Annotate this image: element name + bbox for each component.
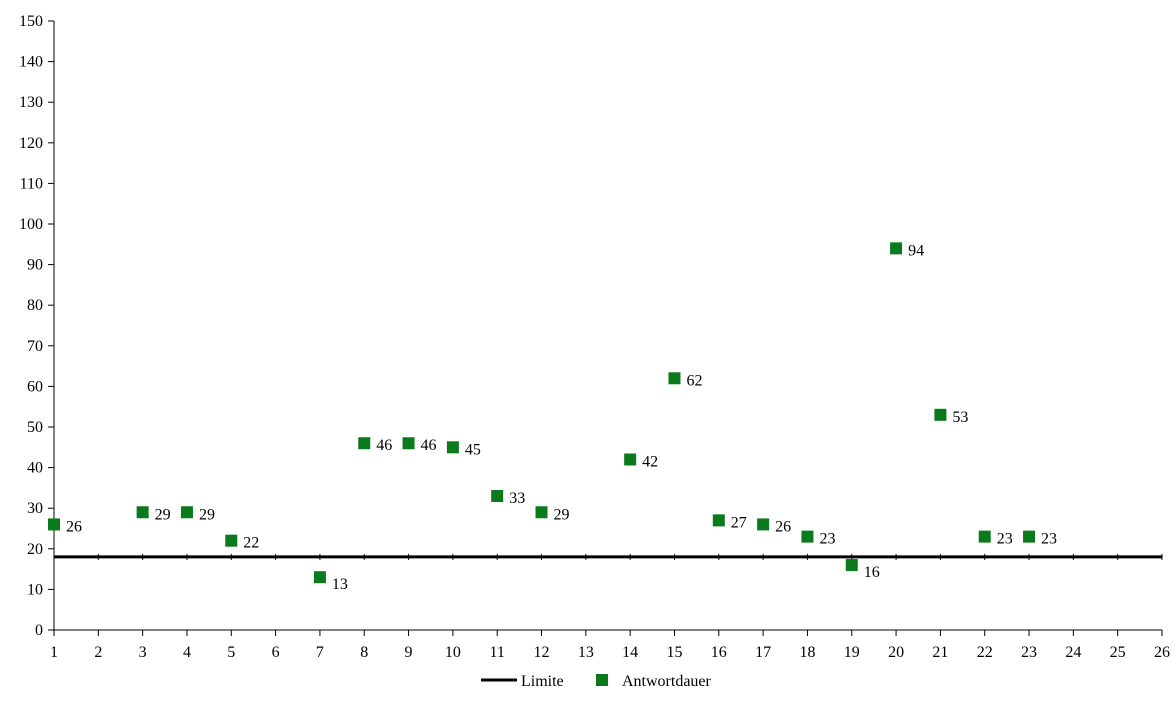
data-label: 16 xyxy=(864,564,880,581)
y-tick-label: 130 xyxy=(19,94,43,111)
x-tick-label: 15 xyxy=(666,644,682,661)
limit-series xyxy=(53,553,1163,560)
data-point xyxy=(978,530,991,543)
data-label: 94 xyxy=(908,242,924,259)
data-point xyxy=(225,534,238,547)
legend-limit-label: Limite xyxy=(521,673,564,690)
x-tick-label: 3 xyxy=(139,644,147,661)
x-tick-label: 12 xyxy=(534,644,550,661)
x-tick-label: 5 xyxy=(227,644,235,661)
x-tick-label: 2 xyxy=(94,644,102,661)
x-tick-label: 16 xyxy=(711,644,727,661)
data-label: 23 xyxy=(1041,531,1057,548)
x-tick-label: 26 xyxy=(1154,644,1170,661)
data-label: 46 xyxy=(421,437,437,454)
data-label: 33 xyxy=(509,490,525,507)
y-tick-label: 150 xyxy=(19,13,43,30)
data-point xyxy=(757,518,770,531)
y-tick-label: 10 xyxy=(27,581,43,598)
data-point xyxy=(890,242,903,255)
data-label: 27 xyxy=(731,514,747,531)
data-point xyxy=(1023,530,1036,543)
x-tick-label: 1 xyxy=(50,644,58,661)
data-label: 29 xyxy=(155,506,171,523)
data-label: 46 xyxy=(376,437,392,454)
x-tick-label: 22 xyxy=(977,644,993,661)
data-point xyxy=(535,506,548,519)
data-point xyxy=(358,437,371,450)
x-tick-label: 25 xyxy=(1110,644,1126,661)
x-tick-label: 6 xyxy=(272,644,280,661)
y-axis: 0 10 20 30 40 50 60 70 80 90 100 110 120 130 140 150 xyxy=(19,13,55,639)
y-tick-label: 70 xyxy=(27,338,43,355)
data-label: 29 xyxy=(199,506,215,523)
x-tick-label: 24 xyxy=(1065,644,1081,661)
data-label: 13 xyxy=(332,576,348,593)
x-tick-label: 14 xyxy=(622,644,638,661)
x-tick-label: 9 xyxy=(405,644,413,661)
data-point xyxy=(845,559,858,572)
y-tick-label: 100 xyxy=(19,216,43,233)
x-tick-label: 8 xyxy=(360,644,368,661)
data-point xyxy=(712,514,725,527)
data-point xyxy=(180,506,193,519)
data-label: 42 xyxy=(642,453,658,470)
data-label: 26 xyxy=(66,518,82,535)
data-point xyxy=(624,453,637,466)
data-label: 23 xyxy=(819,531,835,548)
x-tick-label: 13 xyxy=(578,644,594,661)
x-tick-label: 11 xyxy=(489,644,504,661)
y-tick-label: 90 xyxy=(27,257,43,274)
data-point xyxy=(402,437,415,450)
y-tick-label: 80 xyxy=(27,297,43,314)
x-tick-label: 20 xyxy=(888,644,904,661)
y-tick-label: 110 xyxy=(20,175,43,192)
x-tick-label: 23 xyxy=(1021,644,1037,661)
data-point xyxy=(801,530,814,543)
data-point xyxy=(313,571,326,584)
antwortdauer-series: 26 29 29 22 13 46 46 45 33 29 42 62 27 26 23 16 94 53 23 23 xyxy=(48,242,1057,593)
data-label: 62 xyxy=(686,372,702,389)
x-tick-label: 4 xyxy=(183,644,191,661)
y-tick-label: 140 xyxy=(19,54,43,71)
x-tick-label: 10 xyxy=(445,644,461,661)
legend-antwortdauer-swatch xyxy=(596,674,608,686)
data-label: 22 xyxy=(243,535,259,552)
y-tick-label: 20 xyxy=(27,541,43,558)
legend-antwortdauer-label: Antwortdauer xyxy=(622,673,712,690)
y-tick-label: 30 xyxy=(27,500,43,517)
y-tick-label: 50 xyxy=(27,419,43,436)
y-tick-label: 120 xyxy=(19,135,43,152)
x-tick-label: 7 xyxy=(316,644,324,661)
x-axis: 1 2 3 4 5 6 7 8 9 10 11 12 13 14 15 16 17 18 19 20 21 22 23 24 2… xyxy=(50,629,1170,661)
data-label: 23 xyxy=(997,531,1013,548)
data-point xyxy=(136,506,149,519)
data-point xyxy=(934,408,947,421)
data-label: 53 xyxy=(952,409,968,426)
data-point xyxy=(491,490,504,503)
y-tick-label: 0 xyxy=(35,622,43,639)
data-label: 26 xyxy=(775,518,791,535)
x-tick-label: 19 xyxy=(844,644,860,661)
data-label: 45 xyxy=(465,441,481,458)
data-label: 29 xyxy=(554,506,570,523)
data-point xyxy=(48,518,60,531)
y-tick-label: 60 xyxy=(27,378,43,395)
x-tick-label: 21 xyxy=(932,644,948,661)
y-tick-label: 40 xyxy=(27,460,43,477)
legend: Limite Antwortdauer xyxy=(481,673,712,690)
data-point xyxy=(668,372,681,385)
x-tick-label: 17 xyxy=(755,644,771,661)
x-tick-label: 18 xyxy=(799,644,815,661)
data-point xyxy=(446,441,459,454)
